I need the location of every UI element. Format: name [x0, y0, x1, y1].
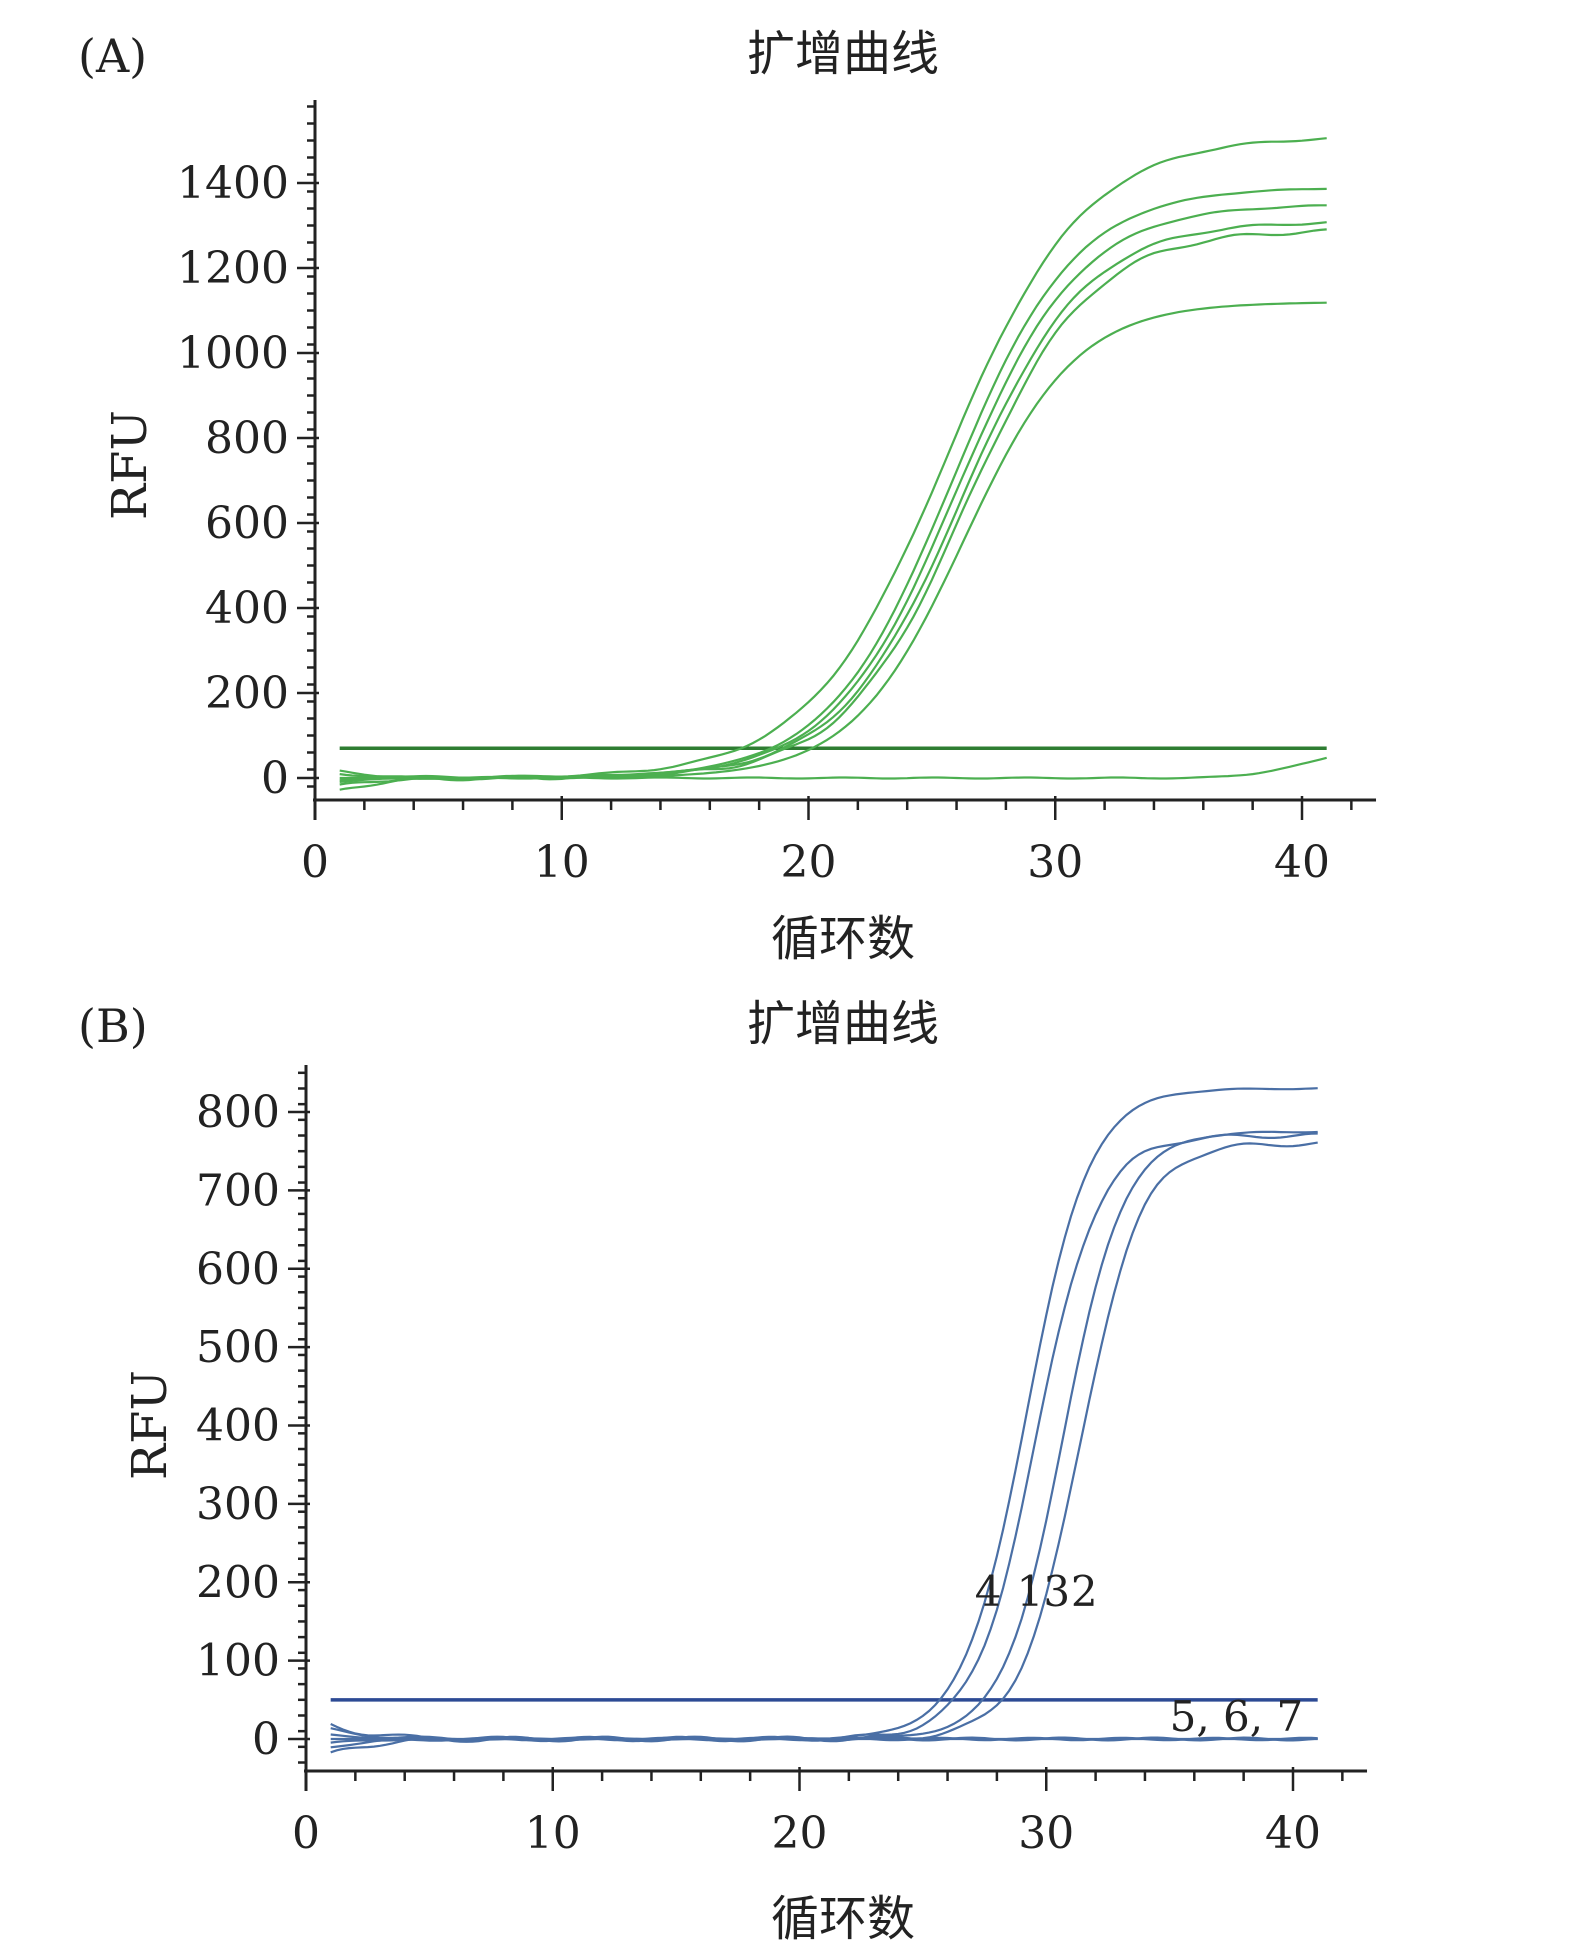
- amplification-curve: [339, 756, 1327, 783]
- x-tick-label: 40: [1274, 837, 1330, 888]
- y-tick-label: 800: [196, 1087, 280, 1138]
- y-tick-label: 100: [196, 1636, 280, 1687]
- amplification-curve: [339, 301, 1327, 780]
- y-tick-label: 1200: [177, 243, 289, 294]
- curve-annotation: 4: [975, 1567, 1002, 1616]
- y-tick-label: 700: [196, 1165, 280, 1216]
- plot-area-a: 0 200 400 600 800 1000 1200 1400 0 10 20 30 40: [177, 100, 1377, 888]
- x-tick-label: 0: [301, 837, 329, 888]
- chart-panel-a: (A) 扩增曲线 RFU 循环数 02004006008001000120014…: [78, 26, 1377, 967]
- y-tick-label: 1400: [177, 158, 289, 209]
- chart-title-b: 扩增曲线: [747, 996, 939, 1052]
- curve-annotation: 13: [1017, 1567, 1070, 1616]
- x-tick-label: 30: [1018, 1808, 1074, 1859]
- panel-label-a: (A): [78, 29, 147, 83]
- curve-annotation: 2: [1071, 1567, 1098, 1616]
- y-tick-label: 500: [196, 1322, 280, 1373]
- x-axis-label-b: 循环数: [771, 1891, 915, 1947]
- chart-title-a: 扩增曲线: [747, 26, 939, 82]
- amplification-curve: [339, 221, 1327, 786]
- y-tick-label: 400: [196, 1401, 280, 1452]
- x-tick-label: 20: [772, 1808, 828, 1859]
- x-tick-label: 40: [1265, 1808, 1321, 1859]
- amplification-curve: [339, 228, 1327, 791]
- amplification-curve: [339, 137, 1327, 780]
- y-tick-label: 200: [205, 668, 289, 719]
- y-axis-label-a: RFU: [102, 410, 158, 520]
- amplification-curve: [330, 1727, 1318, 1742]
- amplification-curve: [339, 204, 1327, 780]
- y-tick-label: 600: [196, 1244, 280, 1295]
- plot-area-b: 0 100 200 300 400 500 600 700 800 0 10 20 30 40 4 13 2 5,…: [196, 1065, 1368, 1859]
- amplification-curve: [330, 1132, 1318, 1743]
- amplification-curve: [330, 1141, 1318, 1754]
- amplification-curve: [330, 1087, 1318, 1741]
- y-tick-label: 300: [196, 1479, 280, 1530]
- y-tick-label: 1000: [177, 328, 289, 379]
- x-tick-label: 10: [534, 837, 590, 888]
- chart-panel-b: (B) 扩增曲线 RFU 循环数 01002003004005006007008…: [78, 996, 1368, 1947]
- panel-label-b: (B): [78, 999, 148, 1053]
- amplification-curve: [339, 187, 1327, 782]
- y-tick-label: 0: [252, 1714, 280, 1765]
- y-axis-label-b: RFU: [122, 1370, 178, 1480]
- y-tick-label: 400: [205, 583, 289, 634]
- x-tick-label: 30: [1027, 837, 1083, 888]
- x-tick-label: 20: [781, 837, 837, 888]
- x-axis-label-a: 循环数: [771, 911, 915, 967]
- y-tick-label: 0: [261, 753, 289, 804]
- x-tick-label: 10: [525, 1808, 581, 1859]
- amplification-curve: [330, 1130, 1318, 1744]
- x-tick-label: 0: [292, 1808, 320, 1859]
- y-tick-label: 200: [196, 1557, 280, 1608]
- curve-annotation: 5, 6, 7: [1170, 1692, 1304, 1741]
- y-tick-label: 600: [205, 498, 289, 549]
- y-tick-label: 800: [205, 413, 289, 464]
